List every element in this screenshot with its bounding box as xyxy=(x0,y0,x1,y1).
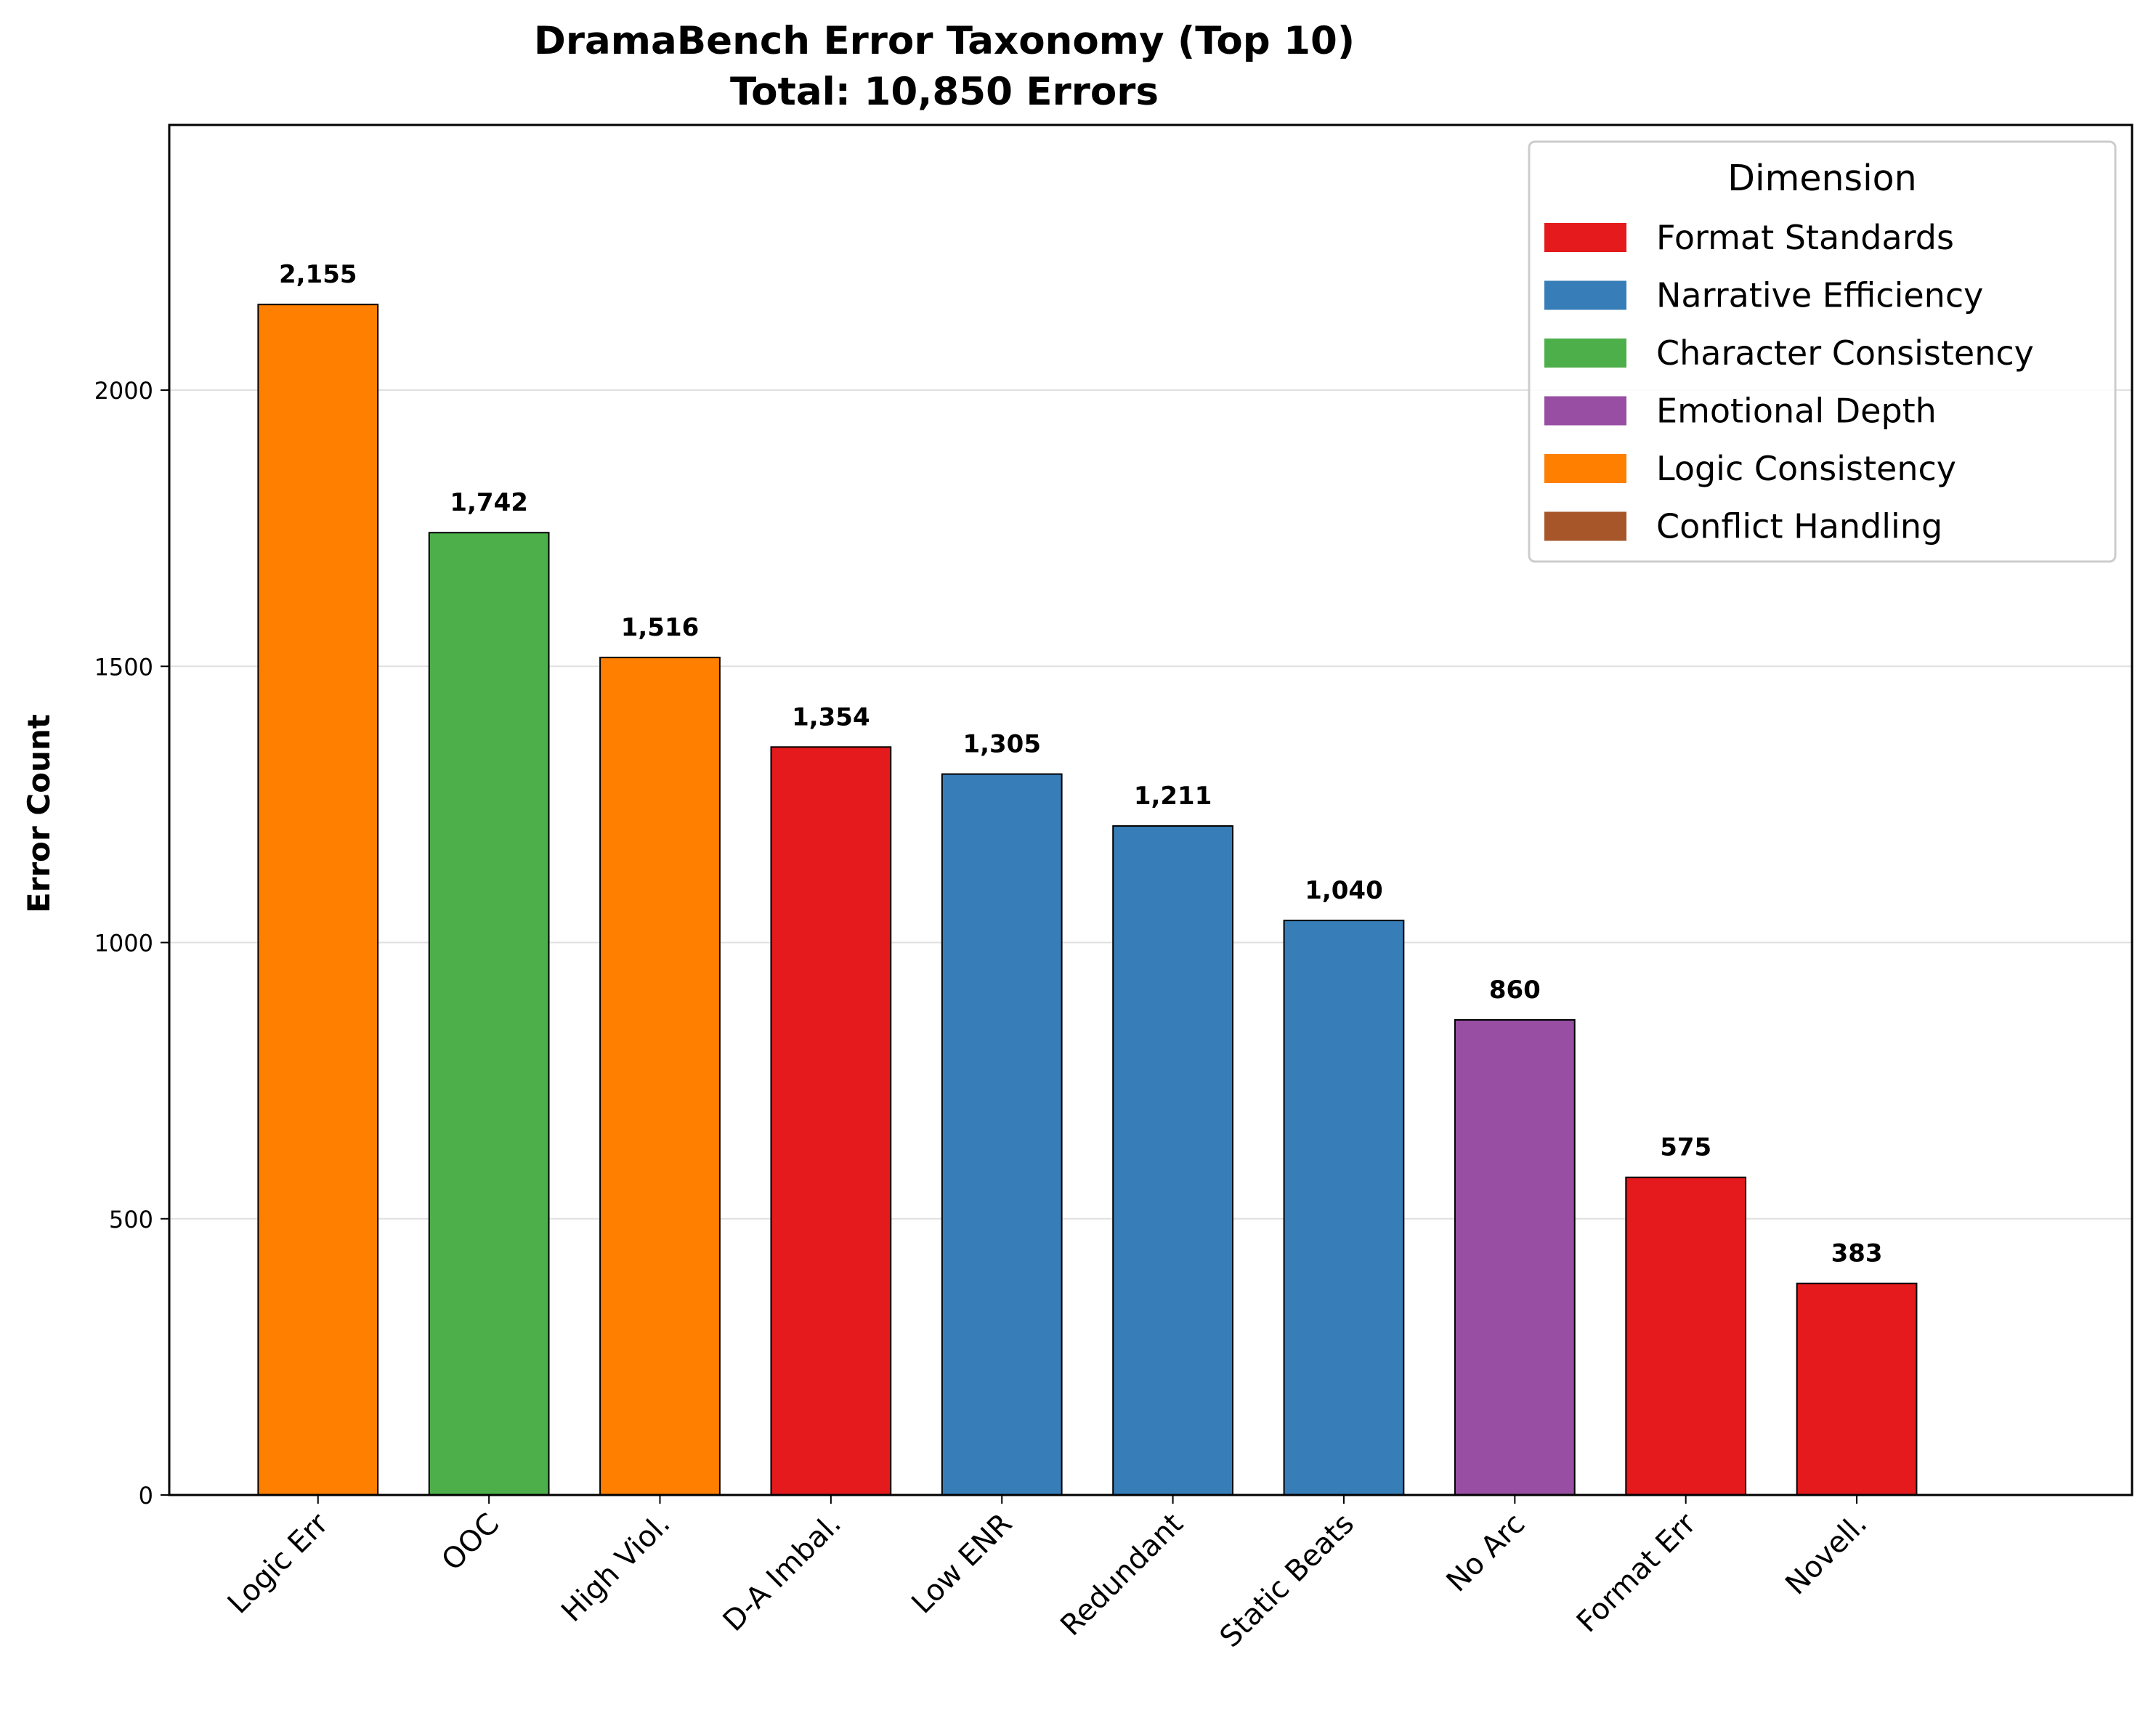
bar-value-labels: 2,155 1,742 1,516 1,354 1,305 1,211 1,040 860 57… xyxy=(279,260,1883,1268)
legend-swatch xyxy=(1544,223,1626,252)
chart-title: DramaBench Error Taxonomy (Top 10) xyxy=(534,19,1355,63)
y-axis-ticks: 0 500 1000 1500 2000 xyxy=(94,377,169,1510)
bar-value-label: 1,211 xyxy=(1134,782,1212,811)
chart-subtitle: Total: 10,850 Errors xyxy=(730,70,1159,114)
x-tick-label: No Arc xyxy=(1440,1507,1532,1599)
x-tick-label: Novell. xyxy=(1779,1507,1873,1602)
x-tick-label: Format Err xyxy=(1571,1507,1703,1639)
bar-value-label: 2,155 xyxy=(279,260,357,289)
y-tick-label: 1000 xyxy=(94,930,153,957)
bar-value-label: 1,040 xyxy=(1305,876,1383,905)
legend-swatch xyxy=(1544,396,1626,426)
bar xyxy=(1625,1176,1747,1496)
legend-title: Dimension xyxy=(1727,158,1916,199)
legend-entry-label: Conflict Handling xyxy=(1656,507,1942,546)
bar xyxy=(1283,920,1405,1496)
x-tick-label: High Viol. xyxy=(555,1507,676,1629)
legend-swatch xyxy=(1544,454,1626,483)
bar xyxy=(428,532,550,1496)
y-tick-label: 500 xyxy=(109,1206,153,1233)
bar xyxy=(1454,1018,1576,1496)
bar-value-label: 1,516 xyxy=(621,613,700,642)
y-tick-label: 1500 xyxy=(94,653,153,681)
x-tick-label: D-A Imbal. xyxy=(717,1507,848,1638)
x-tick-label: Static Beats xyxy=(1214,1507,1361,1654)
x-tick-label: OOC xyxy=(435,1507,506,1578)
legend-entry-label: Emotional Depth xyxy=(1656,392,1937,431)
legend-entry-label: Logic Consistency xyxy=(1656,449,1956,488)
legend-entry-label: Character Consistency xyxy=(1656,333,2034,373)
bar xyxy=(770,746,892,1496)
bar-value-label: 575 xyxy=(1660,1133,1711,1162)
x-tick-label: Low ENR xyxy=(905,1507,1018,1621)
y-tick-label: 2000 xyxy=(94,377,153,405)
bar-value-label: 860 xyxy=(1489,976,1541,1005)
bars xyxy=(257,304,1918,1496)
x-tick-label: Logic Err xyxy=(222,1507,335,1620)
y-axis-label: Error Count xyxy=(21,714,57,913)
bar xyxy=(1112,825,1233,1496)
legend-swatch xyxy=(1544,280,1626,310)
bar xyxy=(941,773,1063,1496)
y-tick-label: 0 xyxy=(139,1482,153,1510)
bar xyxy=(1796,1282,1918,1496)
bar-value-label: 1,305 xyxy=(962,730,1041,759)
bar-value-label: 1,354 xyxy=(792,702,870,732)
bar xyxy=(599,657,721,1496)
legend: Dimension Format Standards Narrative Effic… xyxy=(1528,140,2117,563)
legend-swatch xyxy=(1544,339,1626,368)
x-axis-ticks: Logic Err OOC High Viol. D-A Imbal. Low ENR R… xyxy=(222,1495,1873,1654)
x-tick-label: Redundant xyxy=(1054,1507,1189,1642)
legend-entry-label: Format Standards xyxy=(1656,218,1954,257)
legend-box xyxy=(1528,140,2117,563)
legend-swatch xyxy=(1544,511,1626,541)
bar-value-label: 1,742 xyxy=(450,488,528,517)
plot-frame xyxy=(168,123,2133,1496)
bar-value-label: 383 xyxy=(1831,1239,1883,1268)
legend-entry-label: Narrative Efficiency xyxy=(1656,276,1983,315)
bar xyxy=(257,304,379,1496)
